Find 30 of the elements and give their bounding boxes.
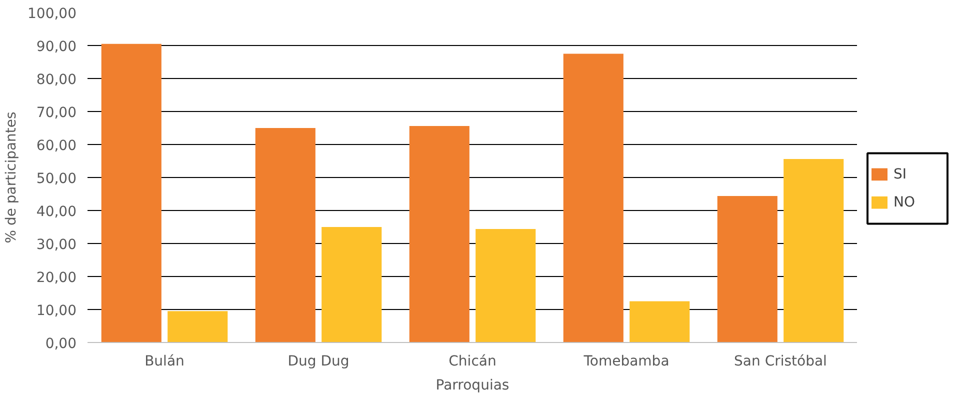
y-tick-label: 10,00 <box>36 303 77 319</box>
bar <box>168 311 228 342</box>
x-tick-label: Chicán <box>448 354 496 370</box>
x-tick-label: Tomebamba <box>582 354 670 370</box>
bar <box>322 227 382 342</box>
y-axis-title: % de participantes <box>4 112 20 244</box>
bar <box>476 228 536 342</box>
y-tick-label: 40,00 <box>36 204 77 220</box>
y-tick-label: 60,00 <box>36 138 77 154</box>
y-tick-label: 50,00 <box>36 171 77 187</box>
bar <box>784 159 844 342</box>
legend-label: NO <box>894 194 915 211</box>
bar <box>255 128 316 342</box>
y-tick-label: 80,00 <box>36 72 77 88</box>
legend-label: SI <box>894 166 907 182</box>
bar <box>563 54 624 342</box>
y-tick-label: 30,00 <box>36 237 77 253</box>
y-tick-label: 90,00 <box>36 39 77 55</box>
bar <box>630 301 690 342</box>
y-tick-label: 100,00 <box>28 6 77 22</box>
bar <box>409 126 470 342</box>
bar <box>101 44 162 342</box>
x-axis-title: Parroquias <box>436 378 510 394</box>
y-tick-label: 70,00 <box>36 105 77 121</box>
bar <box>717 196 778 342</box>
y-tick-label: 20,00 <box>36 270 77 286</box>
x-tick-label: Bulán <box>144 354 184 370</box>
x-tick-label: San Cristóbal <box>734 354 827 370</box>
y-tick-label: 0,00 <box>45 336 76 352</box>
x-tick-label: Dug Dug <box>288 354 350 370</box>
